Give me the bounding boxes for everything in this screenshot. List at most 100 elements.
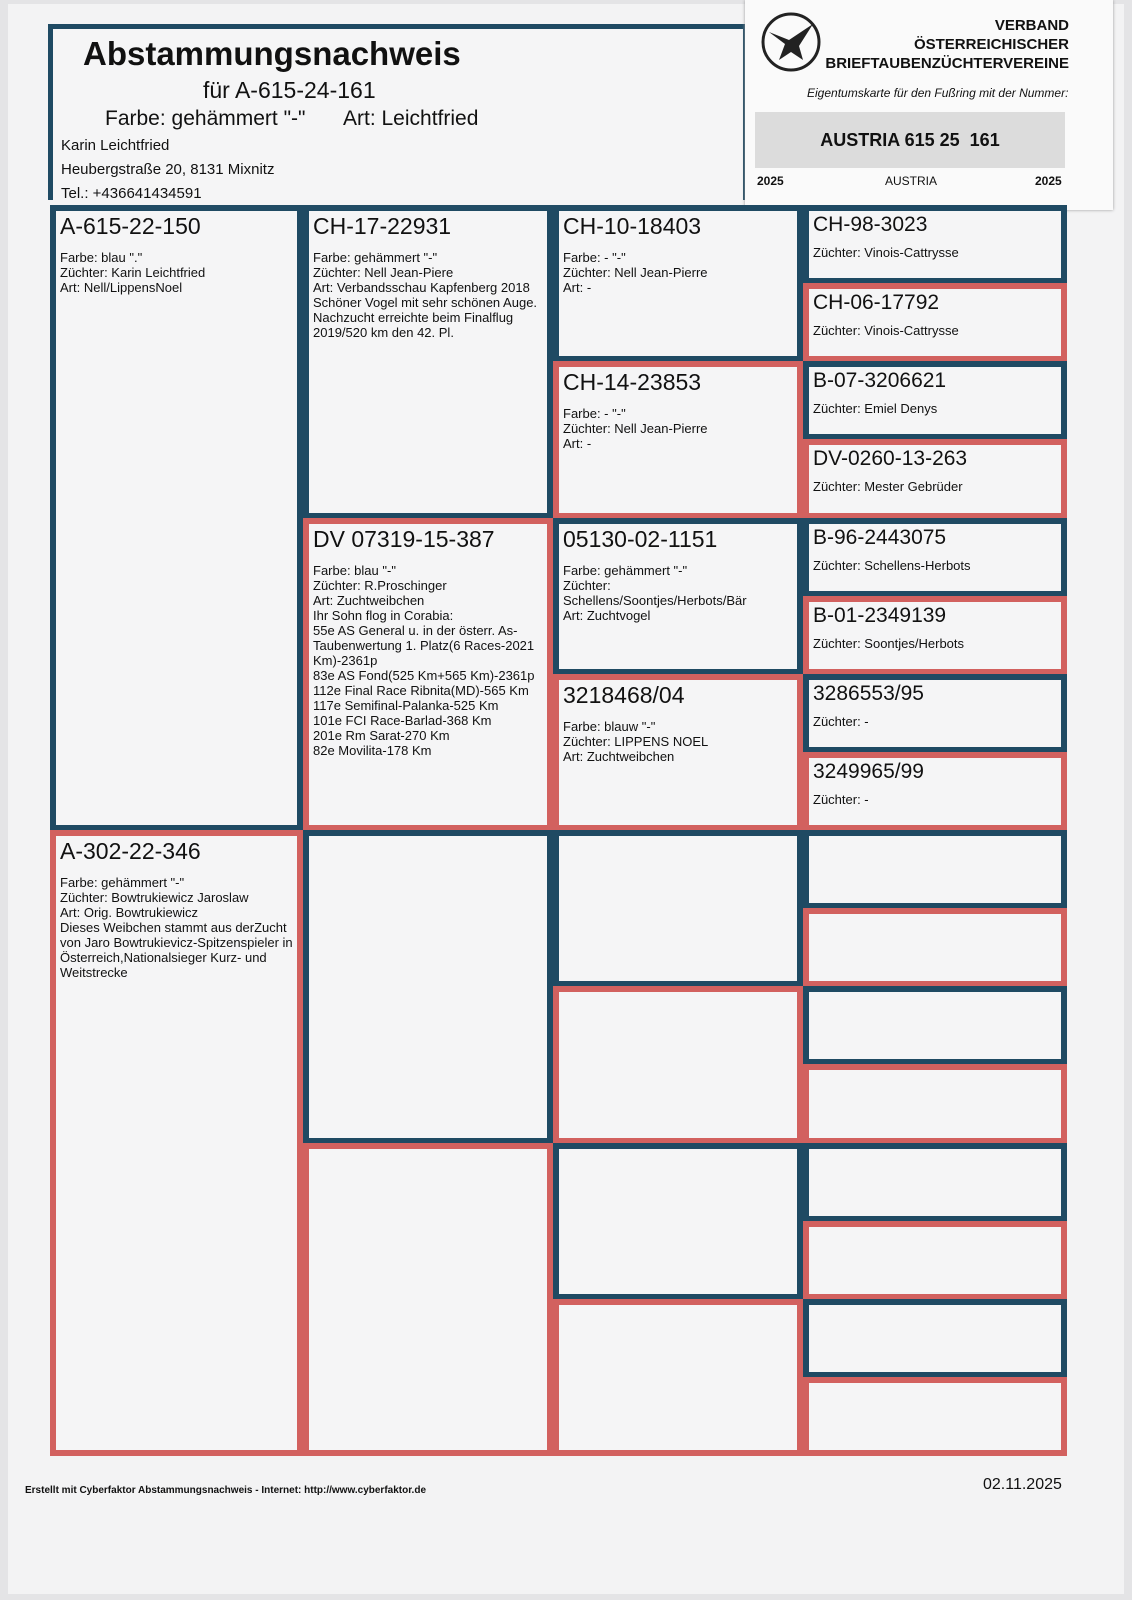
bird-box: B-01-2349139 Züchter: Soontjes/Herbots — [803, 595, 1067, 675]
ring-card: VERBAND ÖSTERREICHISCHER BRIEFTAUBENZÜCH… — [745, 0, 1113, 210]
bird-detail: Farbe: blauw "-" — [563, 718, 656, 734]
bird-box: DV 07319-15-387 Farbe: blau "-" Züchter: R… — [303, 517, 553, 831]
bird-detail: Farbe: gehämmert "-" — [313, 250, 438, 265]
bird-id: B-01-2349139 — [813, 603, 947, 627]
bird-id: CH-17-22931 — [313, 213, 452, 239]
bird-id: CH-98-3023 — [813, 213, 928, 236]
pedigree-box — [303, 1142, 553, 1456]
bird-detail: Züchter: Mester Gebrüder — [813, 479, 963, 495]
pedigree-box — [553, 986, 803, 1144]
bird-id: B-96-2443075 — [813, 525, 947, 549]
pedigree-box — [803, 1298, 1067, 1378]
bird-detail: Züchter: - — [813, 791, 869, 807]
pedigree-box — [553, 1142, 803, 1300]
caption: Eigentumskarte für den Fußring mit der N… — [807, 86, 1069, 100]
bird-detail: Züchter: Nell Jean-Piere — [313, 265, 454, 280]
bird-box: 3249965/99 Züchter: - — [803, 751, 1067, 831]
bird-detail: Art: Orig. Bowtrukiewicz — [60, 905, 198, 920]
pedigree-box — [803, 908, 1067, 988]
pedigree-box — [803, 830, 1067, 910]
bird-detail: Art: Zuchtweibchen — [563, 748, 675, 764]
bird-detail: Farbe: blau "." — [60, 250, 143, 265]
pedigree-box — [803, 1220, 1067, 1300]
bird-detail: Züchter: Vinois-Cattrysse — [813, 245, 959, 260]
bird-detail: 201e Rm Sarat-270 Km — [313, 727, 450, 743]
bird-detail: Züchter: Emiel Denys — [813, 401, 938, 417]
bird-box: CH-06-17792 Züchter: Vinois-Cattrysse — [803, 283, 1067, 363]
org-line: ÖSTERREICHISCHER — [913, 36, 1069, 53]
bird-detail: Züchter: R.Proschinger — [313, 577, 447, 593]
year: 2025 — [757, 174, 784, 188]
bird-box: CH-10-18403 Farbe: - "-" Züchter: Nell Jea… — [553, 205, 803, 363]
bird-detail: Art: Zuchtweibchen — [313, 592, 425, 608]
bird-box: B-07-3206621 Züchter: Emiel Denys — [803, 361, 1067, 441]
org-line: VERBAND — [994, 17, 1069, 34]
bird-id: CH-14-23853 — [563, 369, 702, 396]
bird-detail: Züchter: Karin Leichtfried — [60, 265, 206, 280]
bird-detail: Art: Nell/LippensNoel — [60, 280, 183, 295]
logo — [761, 12, 821, 72]
bird-id: 05130-02-1151 — [563, 525, 718, 552]
bird-box: CH-98-3023 Züchter: Vinois-Cattrysse — [803, 205, 1067, 285]
date: 02.11.2025 — [983, 1476, 1062, 1493]
bird-id: B-07-3206621 — [813, 369, 947, 393]
pedigree-box — [553, 830, 803, 988]
bird-detail: Schöner Vogel mit sehr schönen Auge. Nac… — [313, 295, 538, 340]
bird-id: 3286553/95 — [813, 681, 924, 705]
bird-detail: Züchter: Bowtrukiewicz Jaroslaw — [60, 890, 249, 905]
pedigree-box — [803, 1376, 1067, 1456]
bird-box: DV-0260-13-263 Züchter: Mester Gebrüder — [803, 439, 1067, 519]
bird-detail: Art: Zuchtvogel — [563, 607, 651, 623]
owner-line: Tel.: +436641434591 — [61, 185, 202, 202]
bird-detail: Züchter: Vinois-Cattrysse — [813, 323, 959, 339]
bird-detail: Züchter: Soontjes/Herbots — [813, 635, 965, 651]
bird-box: 3286553/95 Züchter: - — [803, 673, 1067, 753]
bird-id: CH-06-17792 — [813, 291, 940, 315]
subtitle: für A-615-24-161 — [203, 77, 376, 103]
bird-detail: Art: - — [563, 280, 592, 295]
header-box: Abstammungsnachweis für A-615-24-161 Far… — [48, 24, 748, 202]
bird-detail: Dieses Weibchen stammt aus derZucht von … — [60, 920, 293, 980]
bird-id: CH-10-18403 — [563, 213, 702, 239]
bird-box: A-615-22-150 Farbe: blau "." Züchter: Kari… — [50, 205, 303, 831]
bird-box: A-302-22-346 Farbe: gehämmert "-" Züchter:… — [50, 830, 303, 1456]
year: 2025 — [1035, 174, 1062, 188]
bird-id: DV-0260-13-263 — [813, 447, 968, 471]
bird-detail: Farbe: gehämmert "-" — [563, 562, 688, 578]
org-line: BRIEFTAUBENZÜCHTERVEREINE — [825, 55, 1069, 72]
bird-detail: Ihr Sohn flog in Corabia: — [313, 607, 454, 623]
bird-detail: Farbe: - "-" — [563, 406, 626, 422]
country: AUSTRIA — [885, 174, 938, 188]
color-line: Farbe: gehämmert "-" — [105, 107, 306, 130]
bird-id: 3218468/04 — [563, 681, 685, 708]
bird-detail: 101e FCI Race-Barlad-368 Km — [313, 712, 492, 728]
bird-detail: 83e AS Fond(525 Km+565 Km)-2361p — [313, 667, 535, 683]
bird-detail: 112e Final Race Ribnita(MD)-565 Km — [313, 682, 529, 698]
bird-detail: Farbe: blau "-" — [313, 562, 396, 578]
title: Abstammungsnachweis — [83, 35, 461, 72]
bird-detail: Züchter: Schellens/Soontjes/Herbots/Bär — [563, 577, 747, 608]
bird-box: CH-14-23853 Farbe: - "-" Züchter: Nell Jea… — [553, 361, 803, 519]
bird-detail: 55e AS General u. in der österr. As-Taub… — [313, 622, 535, 668]
org: VERBAND ÖSTERREICHISCHER BRIEFTAUBENZÜCH… — [825, 16, 1069, 73]
bird-box: B-96-2443075 Züchter: Schellens-Herbots — [803, 517, 1067, 597]
bird-id: A-615-22-150 — [60, 213, 201, 239]
bird-detail: Züchter: Nell Jean-Pierre — [563, 421, 708, 437]
bird-id: 3249965/99 — [813, 759, 924, 783]
bird-detail: Art: - — [563, 436, 592, 452]
bird-id: DV 07319-15-387 — [313, 525, 495, 552]
bird-id: A-302-22-346 — [60, 838, 201, 864]
pedigree-box — [803, 1064, 1067, 1144]
bird-detail: Farbe: - "-" — [563, 250, 626, 265]
bird-box: 3218468/04 Farbe: blauw "-" Züchter: LIPPE… — [553, 673, 803, 831]
art-line: Art: Leichtfried — [343, 107, 479, 130]
bird-detail: Züchter: LIPPENS NOEL — [563, 733, 709, 749]
bird-detail: Art: Verbandsschau Kapfenberg 2018 — [313, 280, 530, 295]
bird-box: CH-17-22931 Farbe: gehämmert "-" Züchter: … — [303, 205, 553, 519]
pedigree-box — [553, 1298, 803, 1456]
bird-detail: Züchter: Schellens-Herbots — [813, 557, 971, 573]
bird-box: 05130-02-1151 Farbe: gehämmert "-" Züchter… — [553, 517, 803, 675]
bird-detail: Züchter: - — [813, 713, 869, 729]
owner-line: Karin Leichtfried — [61, 137, 170, 154]
